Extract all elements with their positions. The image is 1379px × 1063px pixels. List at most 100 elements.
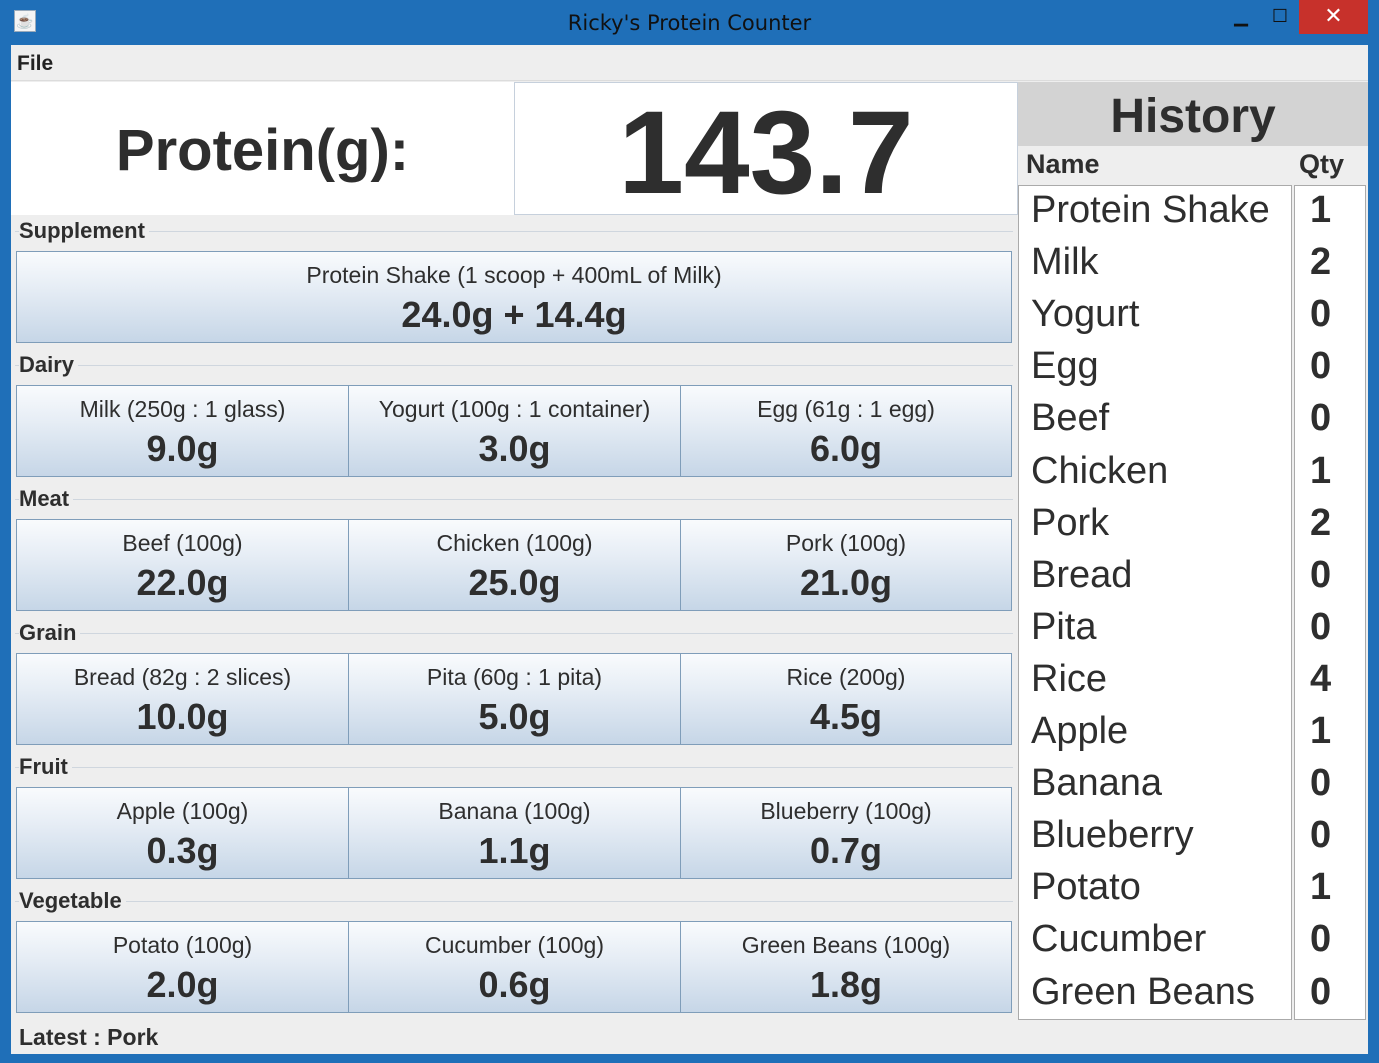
potato-button[interactable]: Potato (100g) 2.0g <box>16 921 349 1013</box>
food-protein-value: 21.0g <box>799 562 893 603</box>
food-name: Potato (100g) <box>112 932 253 958</box>
egg-button[interactable]: Egg (61g : 1 egg) 6.0g <box>680 385 1012 477</box>
history-item-qty[interactable]: 0 <box>1310 605 1332 648</box>
history-qty-list[interactable]: 1 2 0 0 0 1 2 0 0 4 1 0 0 1 0 0 <box>1294 185 1366 1020</box>
group-border <box>15 365 1013 366</box>
client-area: File Protein(g): 143.7 Supplement Protei… <box>11 45 1368 1054</box>
history-item-qty[interactable]: 1 <box>1310 189 1332 231</box>
menu-bar: File <box>11 45 1368 81</box>
history-item-name[interactable]: Potato <box>1031 866 1141 909</box>
history-item-qty[interactable]: 0 <box>1310 293 1332 336</box>
group-grain: Grain Bread (82g : 2 slices) 10.0g Pita … <box>15 620 1013 750</box>
minimize-button[interactable]: ▁ <box>1234 6 1248 26</box>
history-item-name[interactable]: Pita <box>1031 605 1097 648</box>
protein-total-panel: 143.7 <box>514 82 1018 219</box>
history-item-qty[interactable]: 0 <box>1310 762 1332 805</box>
food-name: Blueberry (100g) <box>760 798 932 824</box>
group-border <box>15 231 1013 232</box>
group-vegetable: Vegetable Potato (100g) 2.0g Cucumber (1… <box>15 888 1013 1018</box>
history-item-qty[interactable]: 1 <box>1310 866 1332 909</box>
pork-button[interactable]: Pork (100g) 21.0g <box>680 519 1012 611</box>
history-item-qty[interactable]: 0 <box>1310 970 1332 1013</box>
history-item-qty[interactable]: 2 <box>1310 501 1332 544</box>
food-name: Rice (200g) <box>786 664 906 690</box>
history-item-name[interactable]: Rice <box>1031 657 1108 700</box>
food-protein-value: 0.7g <box>809 830 883 871</box>
latest-status: Latest : Pork <box>19 1024 159 1050</box>
close-button[interactable]: ✕ <box>1299 0 1368 34</box>
food-protein-value: 10.0g <box>136 696 229 737</box>
history-item-name[interactable]: Cucumber <box>1031 918 1207 961</box>
maximize-button[interactable]: ☐ <box>1271 6 1289 26</box>
protein-label: Protein(g): <box>115 118 410 183</box>
history-item-name[interactable]: Milk <box>1031 241 1099 284</box>
food-name: Cucumber (100g) <box>425 932 604 958</box>
food-protein-value: 25.0g <box>468 562 561 603</box>
history-item-qty[interactable]: 2 <box>1310 241 1332 284</box>
history-item-name[interactable]: Protein Shake <box>1031 189 1270 231</box>
chicken-button[interactable]: Chicken (100g) 25.0g <box>348 519 681 611</box>
food-protein-value: 22.0g <box>136 562 229 603</box>
food-protein-value: 5.0g <box>478 696 551 737</box>
history-name-column-header: Name <box>1026 149 1100 179</box>
food-name: Yogurt (100g : 1 container) <box>378 396 651 422</box>
food-protein-value: 24.0g + 14.4g <box>401 294 627 335</box>
beef-button[interactable]: Beef (100g) 22.0g <box>16 519 349 611</box>
food-name: Milk (250g : 1 glass) <box>79 396 286 422</box>
history-item-qty[interactable]: 0 <box>1310 345 1332 388</box>
history-item-qty[interactable]: 1 <box>1310 449 1332 492</box>
yogurt-button[interactable]: Yogurt (100g : 1 container) 3.0g <box>348 385 681 477</box>
history-item-name[interactable]: Beef <box>1031 397 1110 440</box>
group-title: Vegetable <box>19 888 126 914</box>
history-name-list[interactable]: Protein Shake Milk Yogurt Egg Beef Chicken Por… <box>1018 185 1292 1020</box>
history-item-name[interactable]: Bread <box>1031 553 1133 596</box>
group-border <box>15 633 1013 634</box>
banana-button[interactable]: Banana (100g) 1.1g <box>348 787 681 879</box>
history-title: History <box>1110 90 1276 143</box>
history-item-qty[interactable]: 0 <box>1310 814 1332 857</box>
group-title: Dairy <box>19 352 79 378</box>
history-item-qty[interactable]: 1 <box>1310 710 1332 752</box>
history-item-name[interactable]: Apple <box>1031 710 1129 752</box>
history-item-name[interactable]: Green Beans <box>1031 970 1255 1013</box>
rice-button[interactable]: Rice (200g) 4.5g <box>680 653 1012 745</box>
group-supplement: Supplement Protein Shake (1 scoop + 400m… <box>15 218 1013 348</box>
group-dairy: Dairy Milk (250g : 1 glass) 9.0g Yogurt … <box>15 352 1013 482</box>
food-name: Apple (100g) <box>116 798 249 824</box>
pita-button[interactable]: Pita (60g : 1 pita) 5.0g <box>348 653 681 745</box>
group-border <box>15 767 1013 768</box>
protein-shake-button[interactable]: Protein Shake (1 scoop + 400mL of Milk) … <box>16 251 1012 343</box>
food-protein-value: 0.3g <box>146 830 219 871</box>
protein-total-value: 143.7 <box>618 87 914 219</box>
history-item-qty[interactable]: 0 <box>1310 553 1332 596</box>
title-bar[interactable]: ☕ Ricky's Protein Counter ▁ ☐ ✕ <box>0 0 1379 45</box>
history-item-qty[interactable]: 0 <box>1310 918 1332 961</box>
history-item-qty[interactable]: 0 <box>1310 397 1332 440</box>
apple-button[interactable]: Apple (100g) 0.3g <box>16 787 349 879</box>
history-item-name[interactable]: Blueberry <box>1031 814 1194 857</box>
group-fruit: Fruit Apple (100g) 0.3g Banana (100g) 1.… <box>15 754 1013 884</box>
menu-file[interactable]: File <box>17 52 54 75</box>
food-protein-value: 9.0g <box>146 428 219 469</box>
history-item-name[interactable]: Egg <box>1031 345 1099 388</box>
food-name: Protein Shake (1 scoop + 400mL of Milk) <box>306 262 722 288</box>
food-name: Bread (82g : 2 slices) <box>73 664 292 690</box>
group-title: Fruit <box>19 754 72 780</box>
history-item-name[interactable]: Banana <box>1031 762 1163 805</box>
cucumber-button[interactable]: Cucumber (100g) 0.6g <box>348 921 681 1013</box>
history-item-name[interactable]: Chicken <box>1031 449 1169 492</box>
java-cup-icon[interactable]: ☕ <box>14 10 36 32</box>
bread-button[interactable]: Bread (82g : 2 slices) 10.0g <box>16 653 349 745</box>
food-protein-value: 4.5g <box>809 696 883 737</box>
history-item-name[interactable]: Yogurt <box>1031 293 1140 336</box>
history-header: History <box>1018 82 1368 146</box>
history-item-qty[interactable]: 4 <box>1310 657 1332 700</box>
food-protein-value: 3.0g <box>478 428 551 469</box>
milk-button[interactable]: Milk (250g : 1 glass) 9.0g <box>16 385 349 477</box>
window-title: Ricky's Protein Counter <box>567 11 812 35</box>
food-protein-value: 0.6g <box>478 964 551 1005</box>
blueberry-button[interactable]: Blueberry (100g) 0.7g <box>680 787 1012 879</box>
green-beans-button[interactable]: Green Beans (100g) 1.8g <box>680 921 1012 1013</box>
history-item-name[interactable]: Pork <box>1031 501 1110 544</box>
